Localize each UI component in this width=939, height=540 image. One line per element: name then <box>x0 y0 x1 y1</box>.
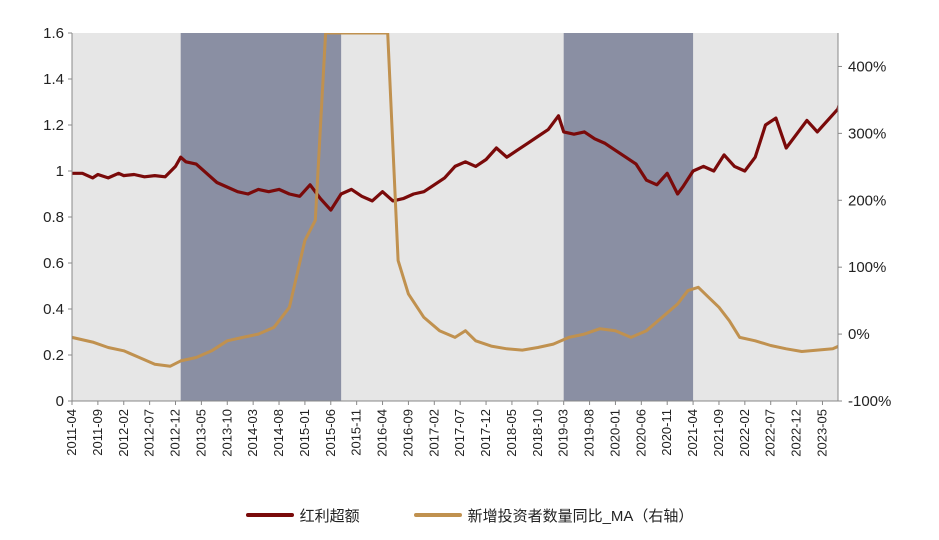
legend-label-new-investors: 新增投资者数量同比_MA（右轴） <box>467 507 694 525</box>
axes: 0 0.2 0.4 0.6 0.8 1 1.2 1.4 1.6 -100% 0% 100% 200% 30… <box>43 25 891 457</box>
legend-swatch-new-investors <box>413 513 462 517</box>
x-tick-label: 2014-03 <box>245 409 260 457</box>
x-tick-label: 2011-09 <box>90 409 105 456</box>
y-left-tick-label: 1 <box>56 163 64 180</box>
y-left-tick-label: 0.6 <box>43 255 64 272</box>
legend-label-dividend-excess: 红利超额 <box>299 507 360 525</box>
y-right-tick-label: -100% <box>848 393 891 410</box>
x-tick-label: 2013-10 <box>219 409 234 457</box>
x-tick-label: 2012-02 <box>116 409 131 457</box>
x-tick-label: 2017-02 <box>426 409 441 457</box>
y-left-tick-label: 0.4 <box>43 301 64 318</box>
x-tick-label: 2020-11 <box>659 409 674 456</box>
x-tick-label: 2016-04 <box>375 409 390 457</box>
series-line-new-investors <box>72 33 838 368</box>
legend-item-new-investors: 新增投资者数量同比_MA（右轴） <box>413 505 694 526</box>
x-tick-label: 2019-08 <box>582 409 597 457</box>
x-tick-label: 2015-06 <box>323 409 338 457</box>
shaded-period-2 <box>563 33 694 401</box>
x-tick-label: 2018-05 <box>504 409 519 457</box>
y-right-tick-label: 0% <box>848 326 870 343</box>
x-tick-label: 2022-07 <box>763 409 778 457</box>
x-tick-label: 2014-08 <box>271 409 286 457</box>
x-tick-label: 2016-09 <box>400 409 415 457</box>
x-tick-label: 2012-12 <box>168 409 183 457</box>
x-tick-label: 2022-02 <box>737 409 752 457</box>
x-tick-label: 2021-09 <box>711 409 726 457</box>
series-lines <box>72 33 838 368</box>
x-tick-label: 2020-06 <box>633 409 648 457</box>
x-tick-label: 2012-07 <box>142 409 157 457</box>
chart-canvas: 0 0.2 0.4 0.6 0.8 1 1.2 1.4 1.6 -100% 0% 100% 200% 30… <box>43 25 891 457</box>
x-tick-label: 2017-07 <box>452 409 467 457</box>
y-right-tick-label: 100% <box>848 259 886 276</box>
y-right-tick-label: 400% <box>848 58 886 75</box>
shaded-period-1 <box>180 33 342 401</box>
x-tick-label: 2013-05 <box>193 409 208 457</box>
x-tick-label: 2019-03 <box>556 409 571 457</box>
x-tick-label: 2022-12 <box>789 409 804 457</box>
y-left-tick-label: 0.8 <box>43 209 64 226</box>
y-right-tick-label: 200% <box>848 192 886 209</box>
x-tick-label: 2020-01 <box>607 409 622 457</box>
x-tick-label: 2011-04 <box>64 409 79 456</box>
x-tick-label: 2021-04 <box>685 409 700 457</box>
series-line-dividend-excess <box>72 103 838 212</box>
x-tick-label: 2015-01 <box>297 409 312 457</box>
x-tick-label: 2017-12 <box>478 409 493 457</box>
x-tick-label: 2018-10 <box>530 409 545 457</box>
legend: 红利超额 新增投资者数量同比_MA（右轴） <box>0 503 939 527</box>
legend-item-dividend-excess: 红利超额 <box>245 505 360 526</box>
y-left-tick-label: 1.4 <box>43 71 64 88</box>
legend-swatch-dividend-excess <box>245 513 294 517</box>
y-right-tick-label: 300% <box>848 125 886 142</box>
y-left-tick-label: 0 <box>56 393 64 410</box>
x-tick-label: 2015-11 <box>349 409 364 456</box>
y-left-tick-label: 0.2 <box>43 347 64 364</box>
y-left-tick-label: 1.6 <box>43 25 64 42</box>
x-tick-label: 2023-05 <box>814 409 829 457</box>
y-left-tick-label: 1.2 <box>43 117 64 134</box>
